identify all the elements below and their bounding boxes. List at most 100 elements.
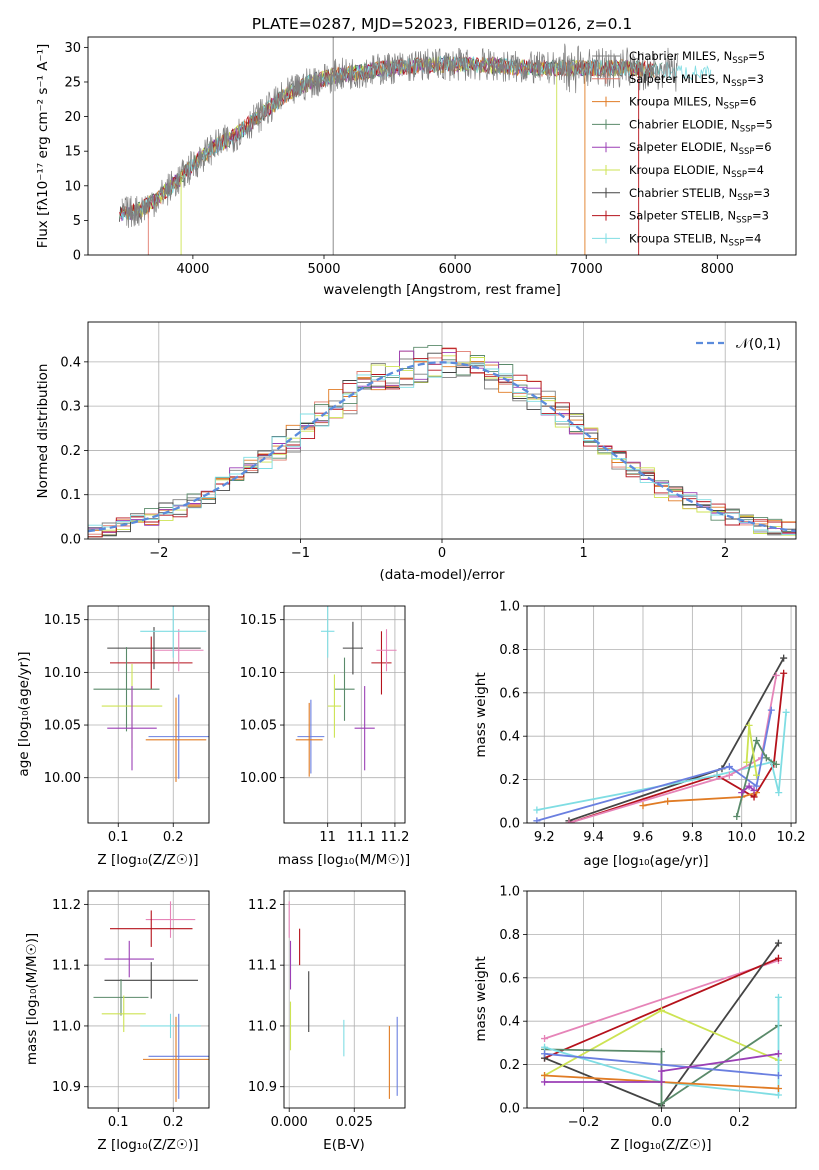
weight-vs-Z-marker-8-3 <box>774 1050 782 1058</box>
residuals-hist-8 <box>88 359 796 538</box>
mass-vs-ebv-xtick-label-0: 0.000 <box>271 1115 308 1130</box>
weight-vs-age-marker-4-1 <box>725 763 733 771</box>
mass-vs-Z-ytick-label-1: 11.0 <box>52 1019 81 1034</box>
panel-mass-vs-ebv: E(B-V) <box>323 1137 365 1153</box>
mass-vs-ebv-points <box>288 901 398 1099</box>
weight-vs-Z-marker-6-0 <box>541 1050 549 1058</box>
spectrum-ytick-label-5: 25 <box>64 75 81 90</box>
age-vs-Z-ytick-label-3: 10.15 <box>44 613 81 628</box>
spectrum-series-0 <box>121 43 679 228</box>
residuals-ytick-label-0: 0.0 <box>60 533 81 548</box>
age-vs-mass-ytick-label-0: 10.00 <box>240 771 277 786</box>
weight-vs-age-marker-8-0 <box>738 789 746 797</box>
mass-vs-ebv-ytick-label-1: 11.0 <box>248 1019 277 1034</box>
spectrum-lines <box>119 37 712 255</box>
age-vs-mass-xtick-label-2: 11.2 <box>380 830 409 845</box>
spectrum-series-3 <box>119 56 663 220</box>
spectrum-legend-label-8: Kroupa STELIB, NSSP=4 <box>629 231 761 248</box>
weight-vs-Z-ytick-label-2: 0.4 <box>499 1015 520 1030</box>
spectrum-ytick-label-0: 0 <box>73 249 81 264</box>
weight-vs-age-lines <box>533 654 790 823</box>
spectrum-legend: Chabrier MILES, NSSP=5 Salpeter MILES, NS… <box>592 49 773 248</box>
spectrum-ytick-label-6: 30 <box>64 41 81 56</box>
spectrum-legend-label-5: Kroupa ELODIE, NSSP=4 <box>629 163 764 180</box>
weight-vs-Z-marker-3-1 <box>658 1006 665 1014</box>
spectrum-ytick-label-1: 5 <box>73 214 81 229</box>
weight-vs-age-xtick-label-4: 10.0 <box>727 830 756 845</box>
spectrum-ytick-label-2: 10 <box>64 179 81 194</box>
weight-vs-age-marker-6-0 <box>733 812 741 820</box>
age-vs-mass-ytick-label-2: 10.10 <box>240 666 277 681</box>
panel-age-vs-Z: Z [log₁₀(Z/Z☉)] age [log₁₀(age/yr)] <box>16 651 199 868</box>
residuals-xtick-label-2: 0 <box>438 546 446 561</box>
weight-vs-age-ytick-label-4: 0.8 <box>499 643 520 658</box>
weight-vs-Z-marker-0-0 <box>541 1035 549 1043</box>
weight-vs-age-ytick-label-0: 0.0 <box>499 817 520 832</box>
weight-vs-Z-series-5 <box>544 997 780 1097</box>
weight-vs-Z-marker-8-0 <box>541 1078 549 1086</box>
weight-vs-age-series-3 <box>568 675 778 823</box>
panel-age-vs-mass: mass [log₁₀(M/M☉)] <box>278 852 410 868</box>
age-vs-Z-points <box>93 606 209 782</box>
age-vs-Z-xlabel: Z [log₁₀(Z/Z☉)] <box>97 852 198 868</box>
weight-vs-age-marker-5-0 <box>639 802 647 810</box>
weight-vs-age-marker-3-3 <box>772 671 780 679</box>
weight-vs-Z-marker-7-0 <box>541 1071 549 1079</box>
residuals-xtick-label-1: −1 <box>291 546 310 561</box>
residuals-ylabel: Normed distribution <box>35 364 51 499</box>
weight-vs-age-ytick-label-2: 0.4 <box>499 730 520 745</box>
residuals-xlabel: (data-model)/error <box>379 567 505 583</box>
weight-vs-age-series-5 <box>642 791 757 807</box>
weight-vs-age-xtick-label-5: 10.2 <box>777 830 806 845</box>
weight-vs-age-ytick-label-3: 0.6 <box>499 686 520 701</box>
spectrum-legend-label-3: Chabrier ELODIE, NSSP=5 <box>629 117 773 134</box>
spectrum-axes: 4000 5000 6000 7000 8000 0 5 10 15 20 25 30 <box>64 41 733 277</box>
weight-vs-Z-ytick-label-1: 0.2 <box>499 1058 520 1073</box>
weight-vs-Z-axes: −0.2 0.0 0.2 0.0 0.2 0.4 0.6 0.8 1.0 <box>499 885 796 1130</box>
spectrum-xtick-label-3: 7000 <box>570 262 603 277</box>
weight-vs-Z-marker-8-2 <box>658 1067 665 1075</box>
weight-vs-Z-xtick-label-0: −0.2 <box>568 1115 600 1130</box>
age-vs-mass-axes: 11 11.1 11.2 10.00 10.05 10.10 10.15 <box>240 606 409 845</box>
weight-vs-age-xtick-label-0: 9.2 <box>534 830 555 845</box>
mass-vs-Z-xlabel: Z [log₁₀(Z/Z☉)] <box>97 1137 198 1153</box>
weight-vs-Z-marker-7-2 <box>774 1084 782 1092</box>
weight-vs-Z-lines <box>541 939 782 1108</box>
weight-vs-Z-ytick-label-0: 0.0 <box>499 1102 520 1117</box>
weight-vs-Z-marker-8-1 <box>658 1078 665 1086</box>
spectrum-xlabel: wavelength [Angstrom, rest frame] <box>323 282 561 298</box>
age-vs-mass-points <box>295 606 397 777</box>
age-vs-mass-frame <box>283 605 406 824</box>
mass-vs-Z-ytick-label-3: 11.2 <box>52 898 81 913</box>
age-vs-mass-xtick-label-1: 11.1 <box>347 830 376 845</box>
spectrum-ylabel: Flux [fλ10⁻¹⁷ erg cm⁻² s⁻¹ A⁻¹] <box>35 44 51 249</box>
weight-vs-Z-marker-1-1 <box>774 954 782 962</box>
weight-vs-age-marker-6-2 <box>762 754 770 762</box>
mass-vs-Z-xtick-label-1: 0.2 <box>163 1115 184 1130</box>
residuals-ytick-label-1: 0.1 <box>60 488 81 503</box>
residuals-xtick-label-4: 2 <box>721 546 729 561</box>
weight-vs-age-marker-1-2 <box>750 793 758 801</box>
weight-vs-age-ylabel: mass weight <box>473 672 489 757</box>
spectrum-series-2 <box>121 55 655 220</box>
spectrum-legend-label-4: Salpeter ELODIE, NSSP=6 <box>629 140 772 157</box>
mass-vs-Z-ylabel: mass [log₁₀(M/M☉)] <box>24 933 40 1065</box>
weight-vs-age-series-4 <box>536 710 773 822</box>
mass-vs-Z-axes: 0.1 0.2 10.9 11.0 11.1 11.2 <box>52 891 209 1130</box>
residuals-ytick-label-2: 0.2 <box>60 444 81 459</box>
weight-vs-age-marker-4-0 <box>533 817 541 823</box>
weight-vs-age-marker-2-1 <box>713 771 721 779</box>
weight-vs-age-marker-3-0 <box>565 819 573 823</box>
panel-residuals: (data-model)/error Normed distribution 𝒩… <box>35 336 781 583</box>
weight-vs-Z-marker-4-2 <box>658 1100 665 1108</box>
weight-vs-Z-marker-6-1 <box>774 1071 782 1079</box>
weight-vs-age-marker-6-3 <box>772 760 780 768</box>
spectrum-series-4 <box>120 55 638 222</box>
weight-vs-age-xlabel: age [log₁₀(age/yr)] <box>583 853 708 869</box>
panel-mass-vs-Z: Z [log₁₀(Z/Z☉)] mass [log₁₀(M/M☉)] <box>24 933 199 1153</box>
weight-vs-age-xtick-label-1: 9.4 <box>583 830 604 845</box>
mass-vs-ebv-axes: 0.000 0.025 10.9 11.0 11.1 11.2 <box>248 891 405 1130</box>
spectrum-series-5 <box>121 56 647 221</box>
weight-vs-Z-frame <box>526 890 797 1109</box>
residuals-legend-label: 𝒩(0,1) <box>736 336 781 352</box>
